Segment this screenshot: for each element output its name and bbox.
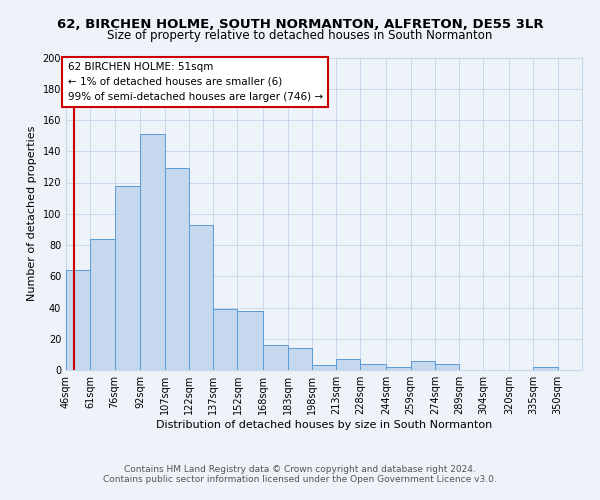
Bar <box>164 168 189 370</box>
Bar <box>66 270 90 370</box>
Text: Contains HM Land Registry data © Crown copyright and database right 2024.: Contains HM Land Registry data © Crown c… <box>124 465 476 474</box>
Bar <box>410 360 435 370</box>
Text: Size of property relative to detached houses in South Normanton: Size of property relative to detached ho… <box>107 29 493 42</box>
Bar <box>287 348 312 370</box>
Bar <box>533 367 558 370</box>
Bar <box>435 364 459 370</box>
Bar <box>312 366 336 370</box>
Bar <box>336 359 361 370</box>
Bar <box>140 134 164 370</box>
Bar <box>189 224 213 370</box>
Bar <box>90 239 115 370</box>
Bar <box>361 364 386 370</box>
Text: 62 BIRCHEN HOLME: 51sqm
← 1% of detached houses are smaller (6)
99% of semi-deta: 62 BIRCHEN HOLME: 51sqm ← 1% of detached… <box>68 62 323 102</box>
Bar <box>115 186 140 370</box>
Bar <box>263 345 287 370</box>
X-axis label: Distribution of detached houses by size in South Normanton: Distribution of detached houses by size … <box>156 420 492 430</box>
Y-axis label: Number of detached properties: Number of detached properties <box>27 126 37 302</box>
Text: 62, BIRCHEN HOLME, SOUTH NORMANTON, ALFRETON, DE55 3LR: 62, BIRCHEN HOLME, SOUTH NORMANTON, ALFR… <box>56 18 544 30</box>
Bar <box>386 367 410 370</box>
Text: Contains public sector information licensed under the Open Government Licence v3: Contains public sector information licen… <box>103 475 497 484</box>
Bar <box>238 310 263 370</box>
Bar <box>213 309 238 370</box>
